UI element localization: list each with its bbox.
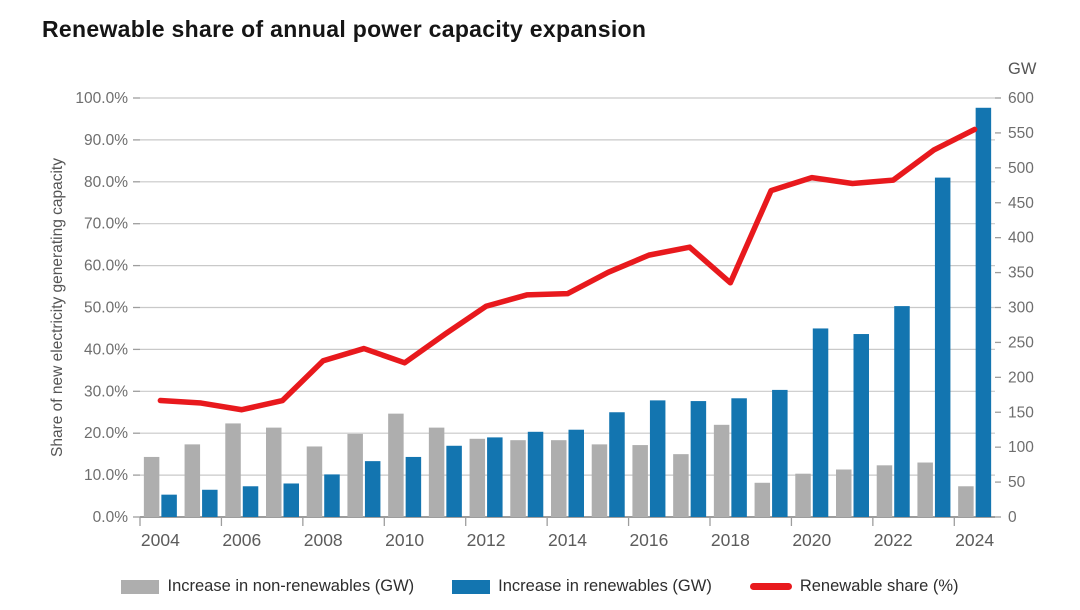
legend-bar-swatch xyxy=(121,579,160,594)
bar-non-renewables xyxy=(225,423,241,517)
right-axis-tick-label: 600 xyxy=(1008,90,1034,107)
legend-label: Increase in renewables (GW) xyxy=(498,577,712,595)
bar-non-renewables xyxy=(673,454,689,517)
right-axis-tick-label: 500 xyxy=(1008,160,1034,177)
left-axis-tick-label: 100.0% xyxy=(75,90,128,107)
chart-legend: Increase in non-renewables (GW) Increase … xyxy=(0,577,1080,596)
bar-renewables xyxy=(690,401,707,517)
x-axis-tick-label: 2016 xyxy=(629,530,668,550)
legend-line-swatch xyxy=(749,583,792,590)
bar-non-renewables xyxy=(591,444,608,517)
right-axis-tick-label: 550 xyxy=(1008,125,1034,142)
bar-non-renewables xyxy=(306,446,323,517)
bar-renewables xyxy=(853,334,869,517)
x-axis-tick-label: 2018 xyxy=(711,530,750,550)
right-axis-tick-label: 300 xyxy=(1008,300,1034,317)
legend-item: Increase in renewables (GW) xyxy=(452,577,712,596)
x-axis-tick-label: 2024 xyxy=(955,530,994,550)
bar-renewables xyxy=(405,456,422,517)
legend-label: Renewable share (%) xyxy=(799,577,959,595)
left-axis-tick-label: 60.0% xyxy=(84,258,128,275)
bar-non-renewables xyxy=(388,413,404,517)
bar-non-renewables xyxy=(958,486,974,517)
right-axis-tick-label: 150 xyxy=(1008,404,1034,421)
bar-renewables xyxy=(242,486,259,517)
x-axis-tick-label: 2004 xyxy=(141,530,180,550)
left-axis-title: Share of new electricity generating capa… xyxy=(49,158,66,457)
right-axis-tick-label: 100 xyxy=(1008,439,1034,456)
bar-renewables xyxy=(283,483,299,517)
legend-item: Renewable share (%) xyxy=(749,577,959,596)
bar-renewables xyxy=(364,461,381,517)
bar-non-renewables xyxy=(551,440,567,517)
bar-renewables xyxy=(975,107,992,517)
bar-renewables xyxy=(609,412,625,517)
right-axis-tick-label: 400 xyxy=(1008,230,1034,247)
left-axis-tick-label: 50.0% xyxy=(84,300,128,317)
bar-non-renewables xyxy=(510,440,526,517)
right-axis-tick-label: 250 xyxy=(1008,334,1034,351)
legend-item: Increase in non-renewables (GW) xyxy=(121,577,414,596)
right-axis-tick-label: 350 xyxy=(1008,265,1034,282)
left-axis-tick-label: 40.0% xyxy=(84,341,128,358)
x-axis-tick-label: 2006 xyxy=(222,530,261,550)
bar-non-renewables xyxy=(713,424,730,517)
bar-non-renewables xyxy=(632,445,648,517)
bar-renewables xyxy=(487,437,503,517)
legend-bar-swatch xyxy=(452,579,491,594)
left-axis-tick-label: 70.0% xyxy=(84,216,128,233)
right-axis-unit-label: GW xyxy=(1008,60,1037,78)
bar-renewables xyxy=(894,306,910,517)
bar-non-renewables xyxy=(428,427,445,517)
legend-label: Increase in non-renewables (GW) xyxy=(167,577,415,595)
bar-renewables xyxy=(324,474,340,517)
bar-renewables xyxy=(812,328,829,517)
bar-renewables xyxy=(731,398,747,517)
renewable-share-line xyxy=(157,126,978,413)
right-axis-tick-label: 450 xyxy=(1008,195,1034,212)
left-axis-tick-label: 0.0% xyxy=(93,509,129,526)
bar-non-renewables xyxy=(876,465,893,517)
bar-non-renewables xyxy=(795,473,811,517)
x-axis-tick-label: 2012 xyxy=(467,530,506,550)
page-title: Renewable share of annual power capacity… xyxy=(42,16,647,42)
bar-renewables xyxy=(568,429,584,517)
bar-renewables xyxy=(649,400,666,517)
left-axis-tick-label: 30.0% xyxy=(84,383,128,400)
x-axis-tick-label: 2008 xyxy=(304,530,343,550)
bar-renewables xyxy=(446,445,462,517)
left-axis-tick-label: 20.0% xyxy=(84,425,128,442)
bar-non-renewables xyxy=(347,433,363,517)
bar-renewables xyxy=(161,494,177,517)
bar-non-renewables xyxy=(143,456,160,517)
x-axis-tick-label: 2010 xyxy=(385,530,424,550)
bar-renewables xyxy=(202,489,218,517)
bar-non-renewables xyxy=(836,469,852,517)
bar-non-renewables xyxy=(184,444,201,517)
left-axis-tick-label: 10.0% xyxy=(84,467,128,484)
left-axis-tick-label: 80.0% xyxy=(84,174,128,191)
x-axis-tick-label: 2014 xyxy=(548,530,587,550)
right-axis-tick-label: 0 xyxy=(1008,509,1017,526)
x-axis-tick-label: 2022 xyxy=(874,530,913,550)
bar-renewables xyxy=(934,177,951,518)
x-axis-tick-label: 2020 xyxy=(792,530,831,550)
bar-non-renewables xyxy=(754,482,771,517)
bar-renewables xyxy=(527,431,544,517)
bar-non-renewables xyxy=(266,427,282,517)
bar-non-renewables xyxy=(469,438,486,517)
bar-non-renewables xyxy=(917,462,933,517)
left-axis-tick-label: 90.0% xyxy=(84,132,128,149)
right-axis-tick-label: 200 xyxy=(1008,369,1034,386)
right-axis-tick-label: 50 xyxy=(1008,474,1026,491)
bar-renewables xyxy=(772,389,788,517)
